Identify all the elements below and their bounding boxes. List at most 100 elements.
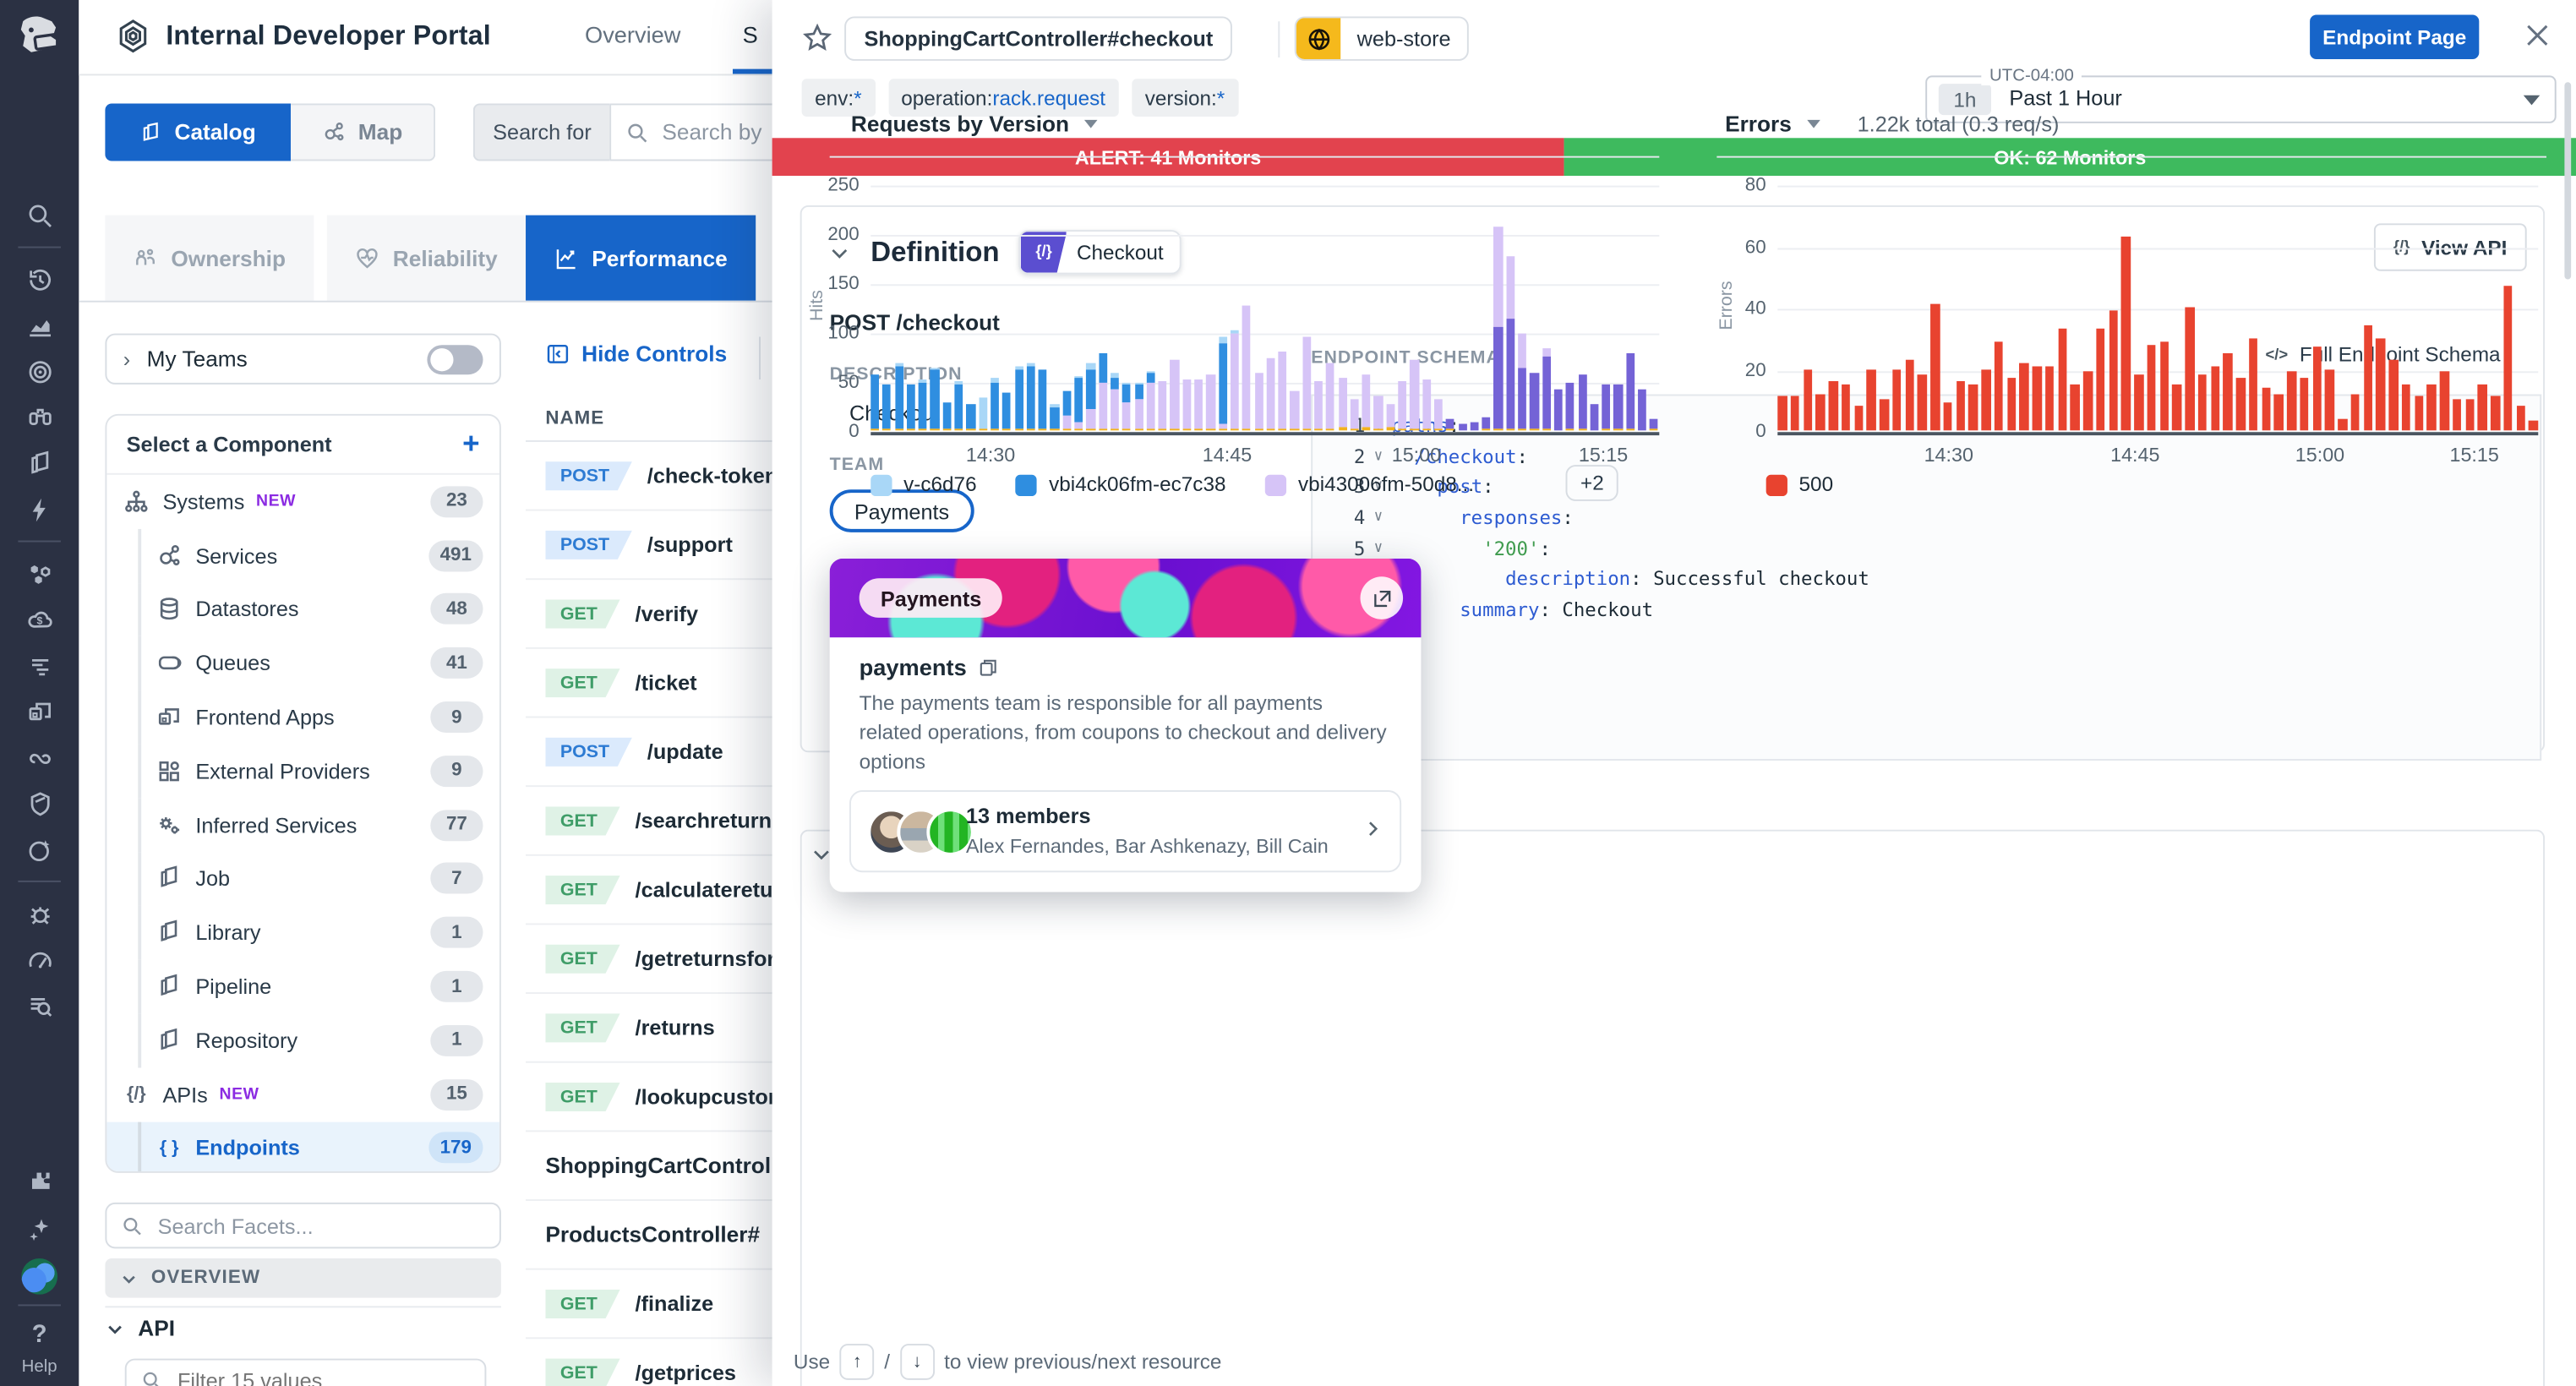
logs-icon[interactable] — [16, 644, 62, 687]
metrics-icon[interactable] — [16, 304, 62, 347]
add-component-button[interactable]: + — [462, 427, 479, 461]
external-link-icon[interactable] — [1361, 576, 1404, 619]
team-members-row[interactable]: 13 members Alex Fernandes, Bar Ashkenazy… — [849, 790, 1401, 872]
sidebar-item-label: External Providers — [195, 759, 369, 783]
history-icon[interactable] — [16, 258, 62, 301]
puzzle-icon[interactable] — [16, 1160, 62, 1203]
bar — [1242, 306, 1251, 430]
rail-divider — [18, 247, 61, 248]
sidebar-item-systems[interactable]: SystemsNEW23 — [106, 475, 499, 529]
scrollbar[interactable] — [2564, 82, 2571, 279]
close-icon[interactable] — [2524, 21, 2551, 49]
rail-divider — [18, 1304, 61, 1306]
copy-icon[interactable] — [978, 657, 999, 678]
avatar-icon[interactable] — [16, 1255, 62, 1298]
tab-ownership[interactable]: Ownership — [105, 216, 314, 301]
bar — [1051, 405, 1059, 430]
my-teams-label: My Teams — [147, 346, 411, 371]
sidebar-item-inferred-services[interactable]: Inferred Services77 — [106, 798, 499, 852]
gauge-icon[interactable] — [16, 938, 62, 981]
shield-icon[interactable] — [16, 782, 62, 825]
sparkles-icon[interactable] — [16, 1208, 62, 1251]
bar — [1351, 399, 1359, 430]
resource-name-pill[interactable]: ShoppingCartController#checkout — [844, 16, 1232, 60]
sidebar-item-library[interactable]: Library1 — [106, 906, 499, 960]
endpoint-page-button[interactable]: Endpoint Page — [2310, 14, 2479, 58]
tab-overview[interactable]: Overview — [585, 21, 680, 47]
legend-item[interactable]: vbi4ck06fm-ec7c38 — [1016, 473, 1225, 496]
time-value: Past 1 Hour — [2009, 85, 2121, 110]
sidebar-item-repository[interactable]: Repository1 — [106, 1013, 499, 1067]
collapse-chevron-icon[interactable]: ∨ — [1365, 540, 1391, 556]
sidebar-item-apis[interactable]: {/}APIsNEW15 — [106, 1067, 499, 1121]
bar — [2415, 396, 2424, 430]
frontend-frames-icon[interactable] — [16, 690, 62, 733]
sidebar-item-job[interactable]: Job7 — [106, 852, 499, 906]
count-badge: 41 — [430, 647, 483, 679]
bar — [1482, 417, 1491, 430]
collapse-chevron-icon[interactable]: ∨ — [1365, 510, 1391, 526]
arrow-up-key[interactable]: ↑ — [840, 1344, 875, 1380]
facet-search[interactable] — [105, 1203, 500, 1248]
cloud-cost-icon[interactable]: $ — [16, 598, 62, 641]
legend-item[interactable]: 500 — [1766, 473, 1833, 496]
bar — [1815, 394, 1825, 431]
catalog-toggle-button[interactable]: Catalog — [105, 103, 291, 161]
hexagons-icon[interactable] — [16, 552, 62, 595]
bar — [1842, 385, 1851, 431]
legend-item[interactable]: vbi43006fm-50d8... — [1265, 473, 1474, 496]
tab-partial[interactable]: S — [743, 21, 758, 47]
search-icon[interactable] — [16, 194, 62, 237]
facet-search-input[interactable] — [155, 1212, 485, 1240]
method-badge: GET — [545, 1082, 620, 1111]
requests-chart-legend: v-c6d76 vbi4ck06fm-ec7c38 vbi43006fm-50d8.… — [870, 473, 1474, 496]
bug-icon[interactable] — [16, 892, 62, 936]
filter-tag[interactable]: version:* — [1132, 79, 1238, 117]
tab-reliability[interactable]: Reliability — [327, 216, 526, 301]
sidebar-item-services[interactable]: Services491 — [106, 529, 499, 583]
sidebar-item-endpoints[interactable]: { }Endpoints179 — [106, 1121, 499, 1173]
binoculars-icon[interactable] — [16, 396, 62, 439]
workflow-link-icon[interactable] — [16, 736, 62, 779]
ci-circle-icon[interactable] — [16, 828, 62, 871]
catalog-layers-icon[interactable] — [16, 442, 62, 485]
legend-more-button[interactable]: +2 — [1566, 465, 1619, 501]
bar — [1411, 359, 1419, 430]
arrow-down-key[interactable]: ↓ — [900, 1344, 935, 1380]
bar — [1994, 341, 2003, 431]
people-icon — [134, 246, 158, 270]
bar — [1159, 381, 1167, 430]
api-filter-input[interactable] — [174, 1367, 470, 1386]
overview-section-header[interactable]: OVERVIEW — [105, 1258, 500, 1298]
chevron-down-icon[interactable] — [1806, 120, 1820, 128]
bar — [1062, 391, 1071, 431]
sidebar-item-pipeline[interactable]: Pipeline1 — [106, 960, 499, 1014]
api-filter[interactable] — [125, 1359, 487, 1386]
tab-performance[interactable]: Performance — [526, 216, 756, 301]
map-toggle-button[interactable]: Map — [291, 103, 435, 161]
apm-target-icon[interactable] — [16, 350, 62, 393]
bolt-icon[interactable] — [16, 488, 62, 531]
sidebar-item-datastores[interactable]: Datastores48 — [106, 582, 499, 636]
api-section-header[interactable]: API — [105, 1316, 175, 1340]
hide-controls-button[interactable]: Hide Controls — [545, 341, 727, 366]
log-search-icon[interactable] — [16, 984, 62, 1027]
legend-item[interactable]: v-c6d76 — [870, 473, 976, 496]
sidebar-item-queues[interactable]: Queues41 — [106, 636, 499, 690]
my-teams-filter[interactable]: › My Teams — [105, 334, 500, 385]
my-teams-toggle[interactable] — [427, 344, 483, 374]
chevron-down-icon[interactable] — [1084, 120, 1098, 128]
sidebar-item-external-providers[interactable]: External Providers9 — [106, 745, 499, 799]
sidebar-item-label: Pipeline — [195, 974, 271, 999]
sidebar-item-label: Job — [195, 866, 230, 891]
help-icon[interactable]: ? — [16, 1312, 62, 1356]
sidebar-item-frontend-apps[interactable]: Frontend Apps9 — [106, 690, 499, 745]
service-pill[interactable]: web-store — [1295, 16, 1469, 60]
collapse-chevron-icon[interactable]: ∨ — [1365, 448, 1391, 464]
timezone-label: UTC-04:00 — [1981, 66, 2082, 85]
team-handle: payments — [860, 654, 1000, 680]
bar — [1880, 400, 1889, 430]
star-icon[interactable] — [802, 23, 833, 54]
datadog-logo-icon[interactable] — [14, 14, 63, 63]
y-tick-label: 200 — [827, 225, 859, 244]
